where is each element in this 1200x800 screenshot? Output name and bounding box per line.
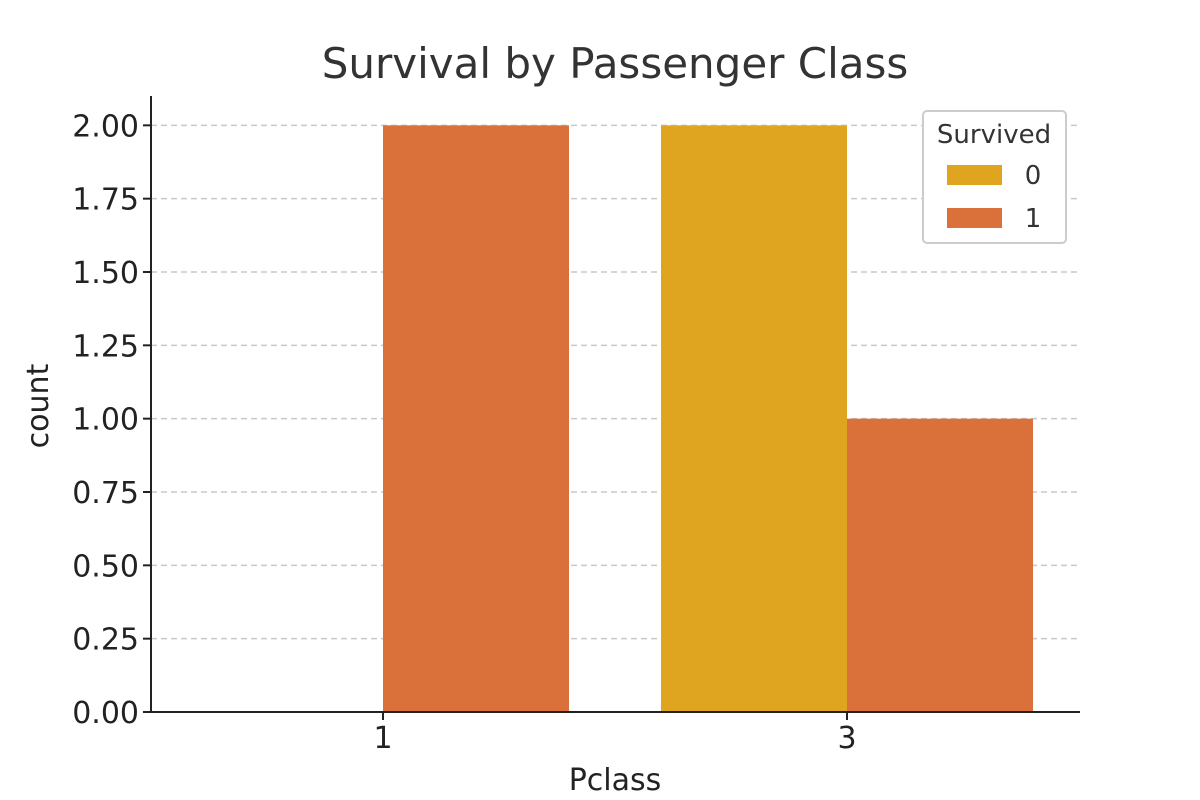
x-tick-label: 3 xyxy=(837,721,856,756)
y-tick-label: 0.25 xyxy=(72,623,139,658)
y-tick-label: 2.00 xyxy=(72,109,139,144)
legend-swatch-1 xyxy=(947,208,1002,228)
y-tick-label: 0.00 xyxy=(72,696,139,731)
y-axis-label: count xyxy=(21,363,56,448)
legend: Survived 01 xyxy=(922,110,1067,244)
y-tick-label: 1.00 xyxy=(72,403,139,438)
x-axis-label: Pclass xyxy=(569,763,662,798)
legend-items: 01 xyxy=(947,161,1041,234)
bars xyxy=(383,125,1033,713)
y-tick-label: 1.25 xyxy=(72,329,139,364)
y-tick-label: 1.50 xyxy=(72,256,139,291)
legend-swatch-0 xyxy=(947,165,1002,185)
bar-pclass-1-survived-1 xyxy=(383,125,569,713)
legend-label-1: 1 xyxy=(1025,204,1042,234)
chart-title: Survival by Passenger Class xyxy=(322,39,909,88)
x-tick-label: 1 xyxy=(373,721,392,756)
grid-lines xyxy=(151,124,1080,640)
legend-title: Survived xyxy=(937,120,1051,150)
bar-pclass-3-survived-0 xyxy=(661,125,847,713)
bar-pclass-3-survived-1 xyxy=(847,418,1033,712)
legend-label-0: 0 xyxy=(1025,161,1042,191)
y-tick-label: 0.75 xyxy=(72,476,139,511)
y-tick-label: 0.50 xyxy=(72,549,139,584)
y-ticks: 0.00 0.25 0.50 0.75 1.00 1.25 1.50 1.75 2.00 xyxy=(72,109,151,731)
y-tick-label: 1.75 xyxy=(72,183,139,218)
